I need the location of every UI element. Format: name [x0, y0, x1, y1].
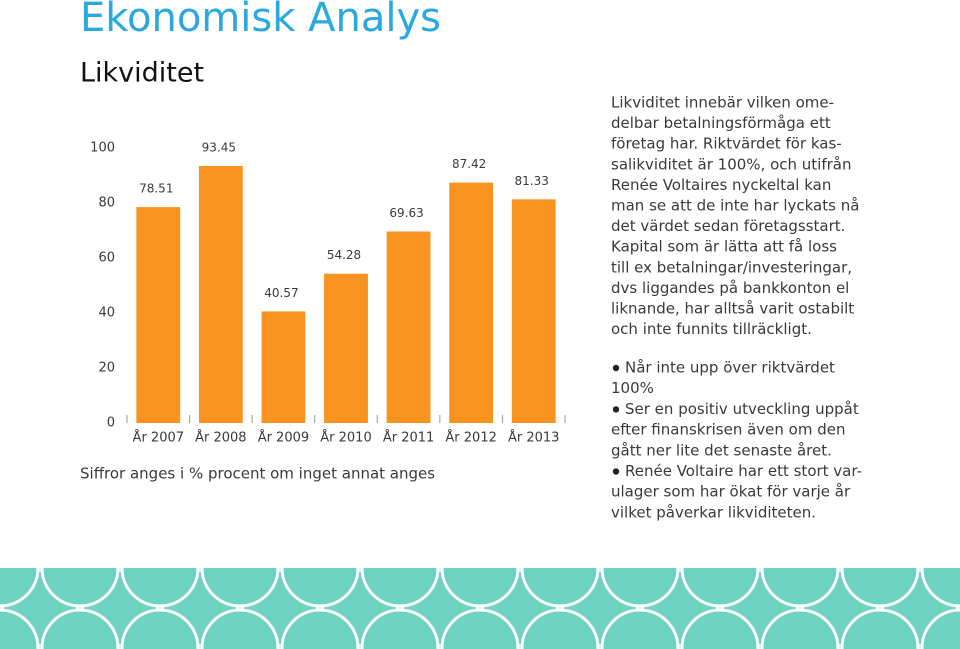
bar	[511, 199, 556, 423]
paragraph-line: delbar betalningsförmåga ett	[611, 114, 831, 132]
paragraph-line: Renée Voltaires nyckeltal kan	[611, 176, 831, 194]
bullet-line: vilket påverkar likviditeten.	[611, 503, 816, 521]
paragraph-line: liknande, har alltså varit ostabilt	[611, 300, 854, 318]
bullet-line: ulager som har ökat för varje år	[611, 483, 851, 501]
y-tick-label: 0	[107, 416, 115, 431]
bar	[136, 207, 181, 423]
paragraph-line: och inte funnits tillräckligt.	[611, 320, 812, 338]
data-label: 40.57	[264, 286, 298, 300]
subtitle: Likviditet	[80, 58, 204, 89]
bullet-line: Ser en positiv utveckling uppåt	[625, 400, 859, 418]
bar	[386, 231, 431, 423]
y-tick-label: 20	[98, 361, 115, 376]
x-tick-label: År 2007	[133, 430, 184, 446]
y-tick-label: 100	[90, 141, 115, 156]
bullet-dot	[612, 364, 620, 372]
x-tick-label: År 2010	[320, 430, 371, 446]
bullet-line: Renée Voltaire har ett stort var-	[625, 462, 862, 480]
bullet-dot	[612, 468, 620, 475]
y-tick-label: 60	[98, 251, 115, 266]
bar	[261, 311, 306, 423]
x-tick-label: År 2012	[445, 430, 496, 446]
data-label: 54.28	[327, 248, 361, 262]
bar	[324, 273, 368, 423]
x-tick-label: År 2008	[195, 430, 246, 446]
note: Siffror anges i % procent om inget annat…	[80, 465, 435, 483]
paragraph-line: företag har. Riktvärdet för kas-	[611, 135, 842, 153]
bullet-dot	[612, 406, 620, 413]
bar	[449, 182, 494, 423]
paragraph-line: Likviditet innebär vilken ome-	[611, 94, 834, 112]
data-label: 81.33	[515, 174, 549, 188]
y-tick-label: 80	[98, 196, 115, 211]
data-label: 93.45	[202, 141, 236, 155]
paragraph-line: det värdet sedan företagsstart.	[611, 217, 845, 235]
decor-band	[0, 568, 960, 649]
bullet-line: efter finanskrisen även om den	[611, 421, 846, 439]
paragraph-line: Kapital som är lätta att få loss	[611, 238, 837, 256]
bullet-line: gått ner lite det senaste året.	[611, 441, 832, 459]
x-tick-label: År 2013	[508, 430, 559, 446]
paragraph-line: man se att de inte har lyckats nå	[611, 197, 859, 215]
title: Ekonomisk Analys	[80, 0, 441, 41]
bullet-line: Når inte upp över riktvärdet	[625, 359, 835, 377]
data-label: 87.42	[452, 157, 486, 171]
data-label: 69.63	[389, 206, 423, 220]
paragraph-line: salikviditet är 100%, och utifrån	[611, 155, 851, 173]
x-tick-label: År 2011	[383, 430, 434, 446]
bar	[198, 166, 243, 423]
bullet-line: 100%	[611, 379, 654, 397]
y-tick-label: 40	[98, 306, 115, 321]
paragraph-line: till ex betalningar/investeringar,	[611, 258, 852, 276]
x-tick-label: År 2009	[258, 430, 309, 446]
data-label: 78.51	[139, 182, 173, 196]
paragraph-line: dvs liggandes på bankkonton el	[611, 279, 849, 297]
